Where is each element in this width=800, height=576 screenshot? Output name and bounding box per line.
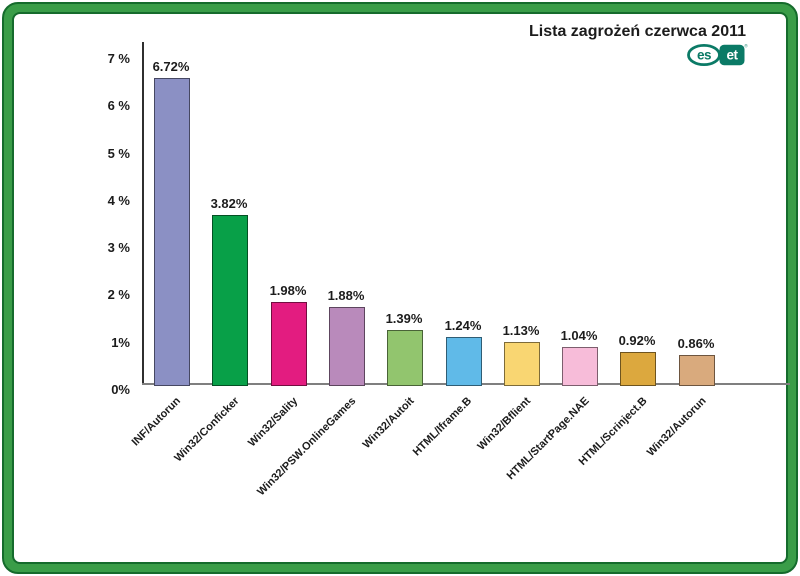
bar (446, 337, 482, 386)
bar (504, 342, 540, 386)
eset-logo: es et ® (687, 43, 748, 67)
bar-value-label: 0.92% (618, 333, 656, 348)
inner-frame (12, 12, 788, 564)
eset-logo-graphic: es et ® (687, 43, 748, 67)
bar-value-label: 0.86% (677, 336, 715, 351)
bar-value-label: 1.13% (502, 323, 540, 338)
bar (387, 330, 423, 386)
bar (212, 215, 248, 386)
bar (154, 78, 190, 386)
y-axis-tick-label: 7 % (107, 51, 130, 66)
chart-title: Lista zagrożeń czerwca 2011 (529, 23, 746, 40)
bar (679, 355, 715, 386)
y-axis-line (142, 42, 144, 384)
bar (562, 347, 598, 386)
bar-value-label: 1.88% (327, 288, 365, 303)
bar (271, 302, 307, 386)
y-axis-tick-label: 5 % (107, 146, 130, 161)
bar-value-label: 1.39% (385, 311, 423, 326)
y-axis-tick-label: 0% (111, 382, 130, 397)
y-axis-tick-label: 6 % (107, 98, 130, 113)
y-axis-tick-label: 4 % (107, 193, 130, 208)
eset-logo-et-text: et (726, 48, 738, 63)
y-axis-tick-label: 3 % (107, 240, 130, 255)
eset-logo-registered-icon: ® (744, 43, 748, 49)
bar-value-label: 3.82% (210, 196, 248, 211)
bar-value-label: 6.72% (152, 59, 190, 74)
y-axis-tick-label: 1% (111, 335, 130, 350)
bar-value-label: 1.98% (269, 283, 307, 298)
bar (620, 352, 656, 386)
eset-logo-es-text: es (697, 48, 711, 63)
bar-value-label: 1.24% (444, 318, 482, 333)
bar-value-label: 1.04% (560, 328, 598, 343)
eset-logo-rect (719, 44, 745, 66)
y-axis-tick-label: 2 % (107, 287, 130, 302)
bar (329, 307, 365, 386)
